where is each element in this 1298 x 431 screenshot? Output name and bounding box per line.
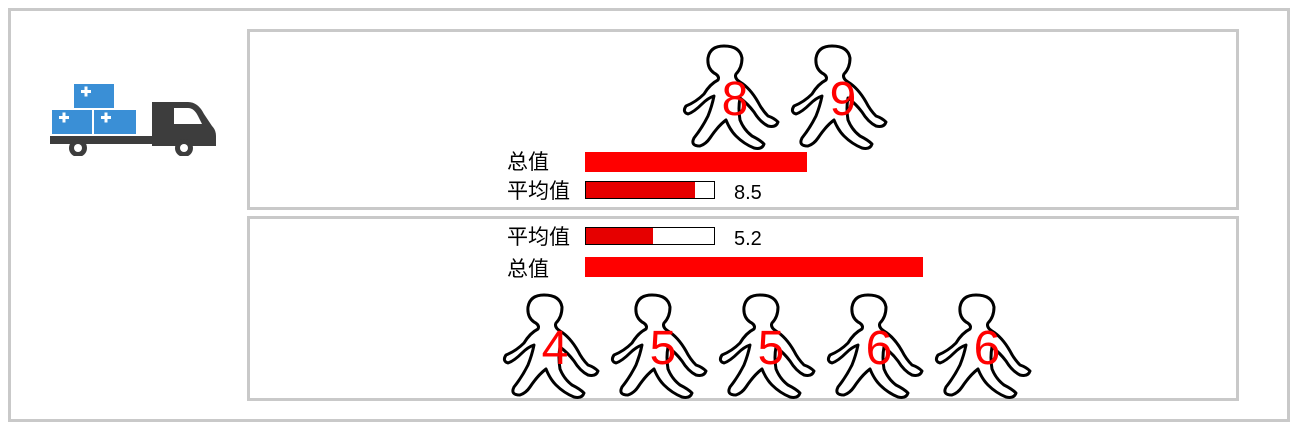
total-label: 总值 xyxy=(507,150,549,174)
group-panel-2: 平均值 5.2 总值 4 5 5 6 6 xyxy=(247,216,1239,401)
person-figure: 9 xyxy=(788,42,898,152)
average-bar xyxy=(585,227,715,245)
average-bar-fill xyxy=(586,182,695,198)
group-panel-1: 8 9 总值 平均值 8.5 xyxy=(247,29,1239,210)
average-label: 平均值 xyxy=(507,225,570,249)
person-figure: 6 xyxy=(824,291,934,401)
figure-value: 8 xyxy=(721,73,749,126)
average-value: 5.2 xyxy=(734,228,762,250)
delivery-truck-icon xyxy=(50,84,216,156)
person-figure: 5 xyxy=(608,291,718,401)
total-bar xyxy=(585,257,923,277)
average-bar xyxy=(585,181,715,199)
person-figure: 8 xyxy=(680,42,790,152)
average-bar-fill xyxy=(586,228,653,244)
total-label: 总值 xyxy=(507,257,549,281)
total-bar xyxy=(585,152,807,172)
figure-value: 4 xyxy=(541,322,569,375)
outer-frame xyxy=(8,8,1290,422)
person-figure: 5 xyxy=(716,291,826,401)
figure-value: 9 xyxy=(829,73,857,126)
figure-value: 5 xyxy=(757,322,785,375)
figure-value: 5 xyxy=(649,322,677,375)
average-value: 8.5 xyxy=(734,182,762,204)
average-label: 平均值 xyxy=(507,179,570,203)
figure-value: 6 xyxy=(865,322,893,375)
person-figure: 4 xyxy=(500,291,610,401)
figure-value: 6 xyxy=(973,322,1001,375)
person-figure: 6 xyxy=(932,291,1042,401)
